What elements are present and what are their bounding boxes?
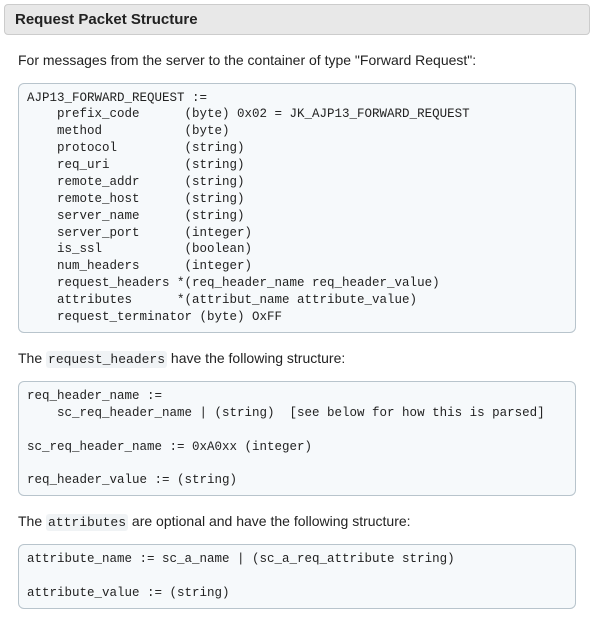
content-area: For messages from the server to the cont… [0,51,594,643]
codeblock-attribute: attribute_name := sc_a_name | (sc_a_req_… [18,544,576,609]
section-header: Request Packet Structure [4,4,590,35]
request-headers-paragraph: The request_headers have the following s… [18,349,576,369]
inline-code-attributes: attributes [46,514,128,531]
inline-code-request-headers: request_headers [46,351,167,368]
codeblock-forward-request: AJP13_FORWARD_REQUEST := prefix_code (by… [18,83,576,333]
codeblock-req-header: req_header_name := sc_req_header_name | … [18,381,576,496]
attributes-paragraph: The attributes are optional and have the… [18,512,576,532]
para2-prefix: The [18,350,46,366]
section-title: Request Packet Structure [15,11,579,28]
para2-suffix: have the following structure: [167,350,345,366]
para3-prefix: The [18,513,46,529]
para3-suffix: are optional and have the following stru… [128,513,411,529]
intro-paragraph: For messages from the server to the cont… [18,51,576,71]
